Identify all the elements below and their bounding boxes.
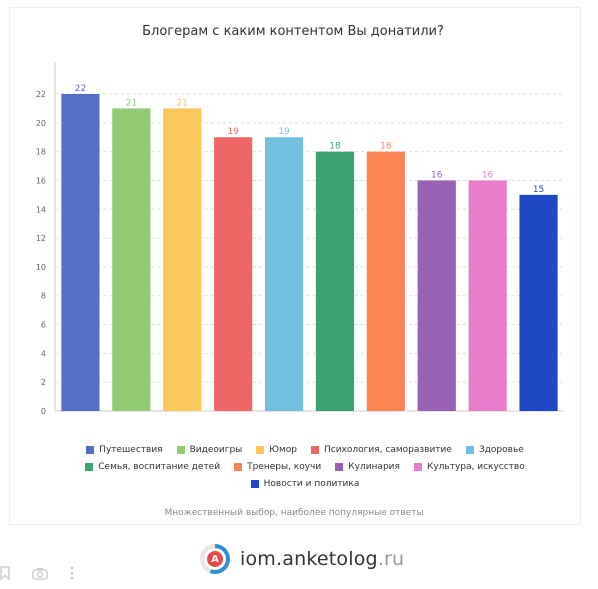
bar-value-label: 21 xyxy=(126,98,137,108)
y-tick-label: 16 xyxy=(36,176,46,185)
legend-label: Психология, саморазвитие xyxy=(324,444,452,455)
legend-item[interactable]: Психология, саморазвитие xyxy=(311,445,452,455)
anketolog-logo-icon: A xyxy=(200,544,230,574)
legend-row-2: Семья, воспитание детей Тренеры, коучи К… xyxy=(20,458,590,475)
bar-value-label: 22 xyxy=(75,84,86,94)
legend-swatch xyxy=(234,462,243,471)
bar-value-label: 19 xyxy=(227,127,239,137)
legend-item[interactable]: Кулинария xyxy=(335,462,400,472)
legend-item[interactable]: Новости и политика xyxy=(250,478,360,489)
bar-value-label: 15 xyxy=(533,185,544,195)
legend-item[interactable]: Семья, воспитание детей xyxy=(85,462,220,472)
legend-item[interactable]: Путешествия xyxy=(86,444,163,455)
logo-inner: A xyxy=(204,548,226,570)
legend-label: Культура, искусство xyxy=(426,461,525,472)
y-tick-label: 14 xyxy=(36,205,46,214)
bar-value-label: 16 xyxy=(431,170,443,180)
y-tick-label: 0 xyxy=(41,407,46,416)
bar xyxy=(519,194,558,411)
legend-swatch xyxy=(86,445,95,454)
legend-label: Семья, воспитание детей xyxy=(98,461,221,472)
legend-swatch xyxy=(85,462,94,471)
brand-tld: .ru xyxy=(377,548,405,570)
logo-letter: A xyxy=(207,551,223,567)
chart-legend: Путешествия Видеоигры Юмор Психология, с… xyxy=(20,441,590,492)
y-tick-label: 12 xyxy=(36,234,46,243)
legend-label: Кулинария xyxy=(348,461,400,472)
bar xyxy=(61,94,100,411)
legend-swatch xyxy=(465,445,474,454)
footnote: Множественный выбор, наиболее популярные… xyxy=(164,508,424,518)
bar xyxy=(366,151,405,412)
brand-name: iom.anketolog.ru xyxy=(240,548,404,570)
bar-value-label: 18 xyxy=(329,142,341,152)
corner-toolbar xyxy=(0,566,74,584)
bar xyxy=(214,137,253,411)
more-icon[interactable] xyxy=(70,566,74,584)
legend-item[interactable]: Видеоигры xyxy=(176,444,243,455)
y-tick-label: 2 xyxy=(41,378,46,387)
legend-item[interactable]: Здоровье xyxy=(465,444,524,455)
legend-label: Тренеры, коучи xyxy=(247,461,322,472)
legend-item[interactable]: Тренеры, коучи xyxy=(234,462,321,472)
brand[interactable]: A iom.anketolog.ru xyxy=(200,544,404,574)
legend-swatch xyxy=(256,445,265,454)
bar xyxy=(468,180,507,411)
chart-title: Блогерам с каким контентом Вы донатили? xyxy=(142,24,444,39)
y-tick-label: 20 xyxy=(36,119,46,128)
bar-value-label: 18 xyxy=(380,142,392,152)
y-tick-label: 8 xyxy=(41,292,46,301)
legend-label: Новости и политика xyxy=(263,478,360,489)
legend-swatch xyxy=(335,462,344,471)
y-tick-label: 18 xyxy=(36,148,46,157)
legend-row-1: Путешествия Видеоигры Юмор Психология, с… xyxy=(20,441,590,458)
legend-row-3: Новости и политика xyxy=(20,475,590,492)
y-tick-label: 22 xyxy=(36,90,46,99)
legend-label: Здоровье xyxy=(478,444,524,455)
y-tick-label: 4 xyxy=(41,349,46,358)
bar xyxy=(112,108,151,411)
legend-swatch xyxy=(413,462,422,471)
bar-value-label: 21 xyxy=(177,98,188,108)
legend-label: Видеоигры xyxy=(189,444,243,455)
bar xyxy=(163,108,202,411)
legend-item[interactable]: Юмор xyxy=(256,445,297,455)
y-tick-label: 10 xyxy=(36,263,46,272)
legend-item[interactable]: Культура, искусство xyxy=(413,461,525,472)
bar xyxy=(315,151,355,412)
y-tick-label: 6 xyxy=(41,321,46,330)
legend-swatch xyxy=(311,445,319,454)
bar-chart: 0 2 4 6 8 10 12 14 16 18 20 22 22 21 21 19 19 18 18 16 16 15 xyxy=(36,62,564,416)
camera-icon[interactable] xyxy=(32,567,48,584)
legend-swatch xyxy=(176,445,185,454)
bar xyxy=(264,137,304,411)
bar-value-label: 19 xyxy=(278,127,290,137)
bookmark-icon[interactable] xyxy=(0,566,10,584)
legend-swatch xyxy=(250,479,259,488)
legend-label: Путешествия xyxy=(99,444,163,455)
legend-label: Юмор xyxy=(269,444,297,455)
brand-domain: iom.anketolog xyxy=(240,548,378,570)
bar xyxy=(417,180,456,411)
bar-value-label: 16 xyxy=(482,170,494,180)
